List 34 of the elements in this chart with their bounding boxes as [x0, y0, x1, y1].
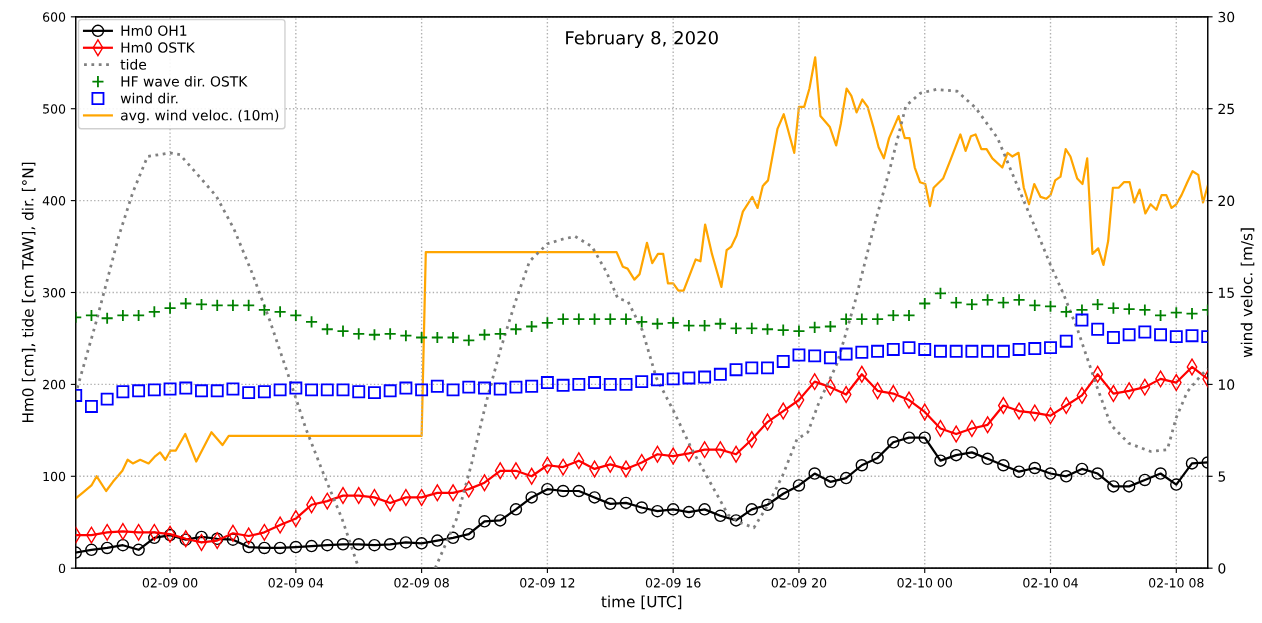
text: February 8, 2020	[566, 30, 718, 49]
line-series	[75, 56, 1208, 500]
y2-tick-label: 25	[1218, 103, 1234, 115]
x-tick-label: 02-09 08	[394, 578, 449, 588]
x-tick-label: 02-09 04	[268, 578, 324, 588]
y2-tick-label: 10	[1218, 379, 1235, 390]
y-tick-label: 300	[43, 287, 66, 298]
y-tick-label: 400	[42, 196, 66, 206]
y-tick-label: 200	[43, 379, 66, 390]
x-tick-label: 02-10 08	[1149, 578, 1204, 588]
legend-label: Hm0 OH1	[121, 25, 187, 36]
y2-tick-label: 0	[1218, 563, 1226, 574]
x-tick-label: 02-09 00	[142, 578, 198, 588]
y-tick-label: 100	[43, 471, 66, 482]
x-tick-label: 02-10 04	[1023, 578, 1078, 588]
legend-label: wind dir.	[120, 92, 178, 104]
legend-label: avg. wind veloc. (10m)	[121, 109, 279, 124]
legend-label: HF wave dir. OSTK	[121, 75, 248, 87]
y2-tick-label: 20	[1218, 195, 1235, 207]
x-tick-label: 02-10 00	[897, 578, 952, 588]
y2-tick-label: 5	[1218, 471, 1226, 482]
x-tick-label: 02-09 12	[520, 578, 575, 588]
y2-axis-title: wind veloc. [m/s]	[1240, 228, 1255, 358]
x-axis-title: time [UTC]	[601, 595, 682, 610]
y-tick-label: 500	[43, 104, 66, 114]
y2-tick-label: 15	[1218, 287, 1234, 298]
y-tick-label: 0	[58, 563, 66, 574]
x-tick-label: 02-09 20	[771, 578, 827, 588]
y2-tick-label: 30	[1218, 11, 1235, 23]
x-tick-label: 02-09 16	[645, 578, 701, 588]
legend-label: Hm0 OSTK	[121, 42, 196, 53]
legend-label: tide	[120, 58, 147, 70]
y-tick-label: 600	[43, 12, 66, 22]
y-axis-title: Hm0 [cm], tide [cm TAW], dir. [°N]	[21, 162, 36, 423]
